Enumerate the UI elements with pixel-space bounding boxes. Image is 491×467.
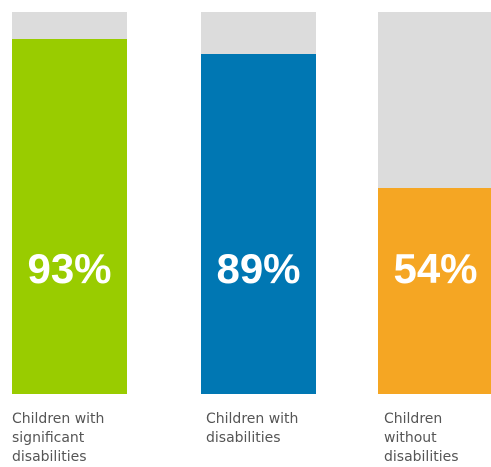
bar-value-label: 54% [393,245,478,292]
category-label-line: disabilities [206,430,281,446]
bar-track [201,12,316,394]
category-label: Children without disabilities [384,410,491,467]
category-label-line: Children [384,411,443,427]
bar-track [12,12,127,394]
category-label-line: Children with [12,411,105,427]
bar [12,38,127,394]
category-label-line: disabilities [12,449,87,465]
category-label: Children with significant disabilities [12,410,142,467]
category-label-line: Children with [206,411,299,427]
category-label-line: without [384,430,437,446]
bar [201,54,316,394]
bar-value-label: 93% [27,245,112,292]
category-label-line: significant [12,430,85,446]
bar [378,187,491,394]
category-label-line: disabilities [384,449,459,465]
bar-track [378,12,491,394]
bar-value-label: 89% [216,245,301,292]
category-label: Children with disabilities [206,410,336,448]
